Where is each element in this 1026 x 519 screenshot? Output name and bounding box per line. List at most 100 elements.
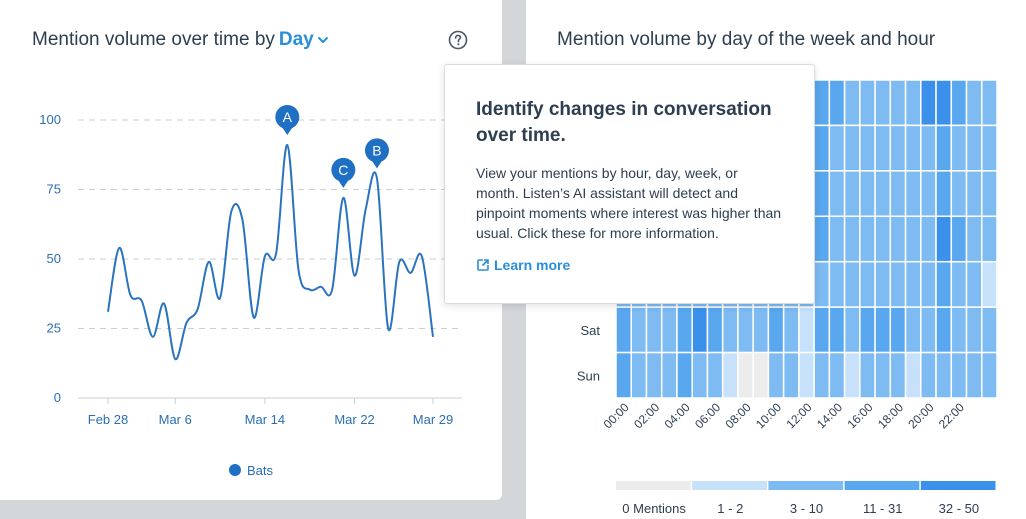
heatmap-cell <box>630 351 648 399</box>
heatmap-cell <box>721 351 739 399</box>
heatmap-cell <box>981 306 998 354</box>
heatmap-cell <box>813 79 831 127</box>
legend-swatch <box>844 481 920 490</box>
heatmap-cell <box>630 306 648 354</box>
heatmap-cell <box>645 351 663 399</box>
heatmap-cell <box>904 351 922 399</box>
heatmap-cell <box>874 124 892 172</box>
y-tick-label: 75 <box>47 182 61 197</box>
x-tick-label: Mar 22 <box>334 412 374 427</box>
heatmap-cell <box>828 124 846 172</box>
marker-label: A <box>283 109 293 125</box>
legend-swatch <box>692 481 767 490</box>
heatmap-cell <box>904 215 922 263</box>
anomaly-marker-c[interactable]: C <box>331 157 356 188</box>
popover-heading: Identify changes in conversation over ti… <box>476 99 772 146</box>
marker-label: C <box>338 162 348 178</box>
popover-body: View your mentions by hour, day, week, o… <box>476 165 782 241</box>
column-tick-label: 10:00 <box>753 400 784 431</box>
heatmap-cell <box>859 306 876 354</box>
row-label: Sat <box>580 323 600 338</box>
anomaly-marker-b[interactable]: B <box>364 138 389 169</box>
heatmap-cell <box>843 124 861 172</box>
heatmap-cell <box>859 170 876 218</box>
heatmap-title: Mention volume by day of the week and ho… <box>557 29 936 50</box>
heatmap-cell <box>935 260 953 308</box>
heatmap-cell <box>813 306 831 354</box>
heatmap-cell <box>660 351 678 399</box>
heatmap-cell <box>920 79 937 127</box>
x-tick-label: Mar 6 <box>159 412 192 427</box>
heatmap-cell <box>950 215 968 263</box>
heatmap-cell <box>874 215 892 263</box>
heatmap-cell <box>691 306 709 354</box>
heatmap-cell <box>904 306 922 354</box>
column-tick-label: 00:00 <box>601 400 632 431</box>
heatmap-cell <box>843 306 861 354</box>
heatmap-cell <box>920 170 937 218</box>
y-tick-label: 0 <box>54 390 61 405</box>
heatmap-cell <box>737 306 754 354</box>
heatmap-cell <box>904 260 922 308</box>
heatmap-cell <box>889 351 907 399</box>
heatmap-cell <box>935 215 953 263</box>
x-tick-label: Mar 29 <box>413 412 453 427</box>
external-link-icon <box>477 259 489 271</box>
legend-swatch <box>616 481 691 490</box>
heatmap-cell <box>904 79 922 127</box>
marker-circle <box>364 138 389 163</box>
learn-more-link[interactable]: Learn more <box>476 257 784 273</box>
heatmap-cell <box>935 306 953 354</box>
marker-label: B <box>372 142 381 158</box>
heatmap-cell <box>721 306 739 354</box>
heatmap-cell <box>813 124 831 172</box>
question-circle-icon[interactable] <box>448 30 468 50</box>
column-tick-label: 16:00 <box>844 400 875 431</box>
chart-title: Mention volume over time by Day <box>32 29 330 51</box>
legend-label: Bats <box>246 463 273 478</box>
heatmap-cell <box>828 260 846 308</box>
granularity-dropdown[interactable]: Day <box>279 29 330 50</box>
heatmap-cell <box>874 170 892 218</box>
heatmap-cell <box>813 215 831 263</box>
y-tick-label: 50 <box>47 251 61 266</box>
help-popover: Identify changes in conversation over ti… <box>444 64 815 304</box>
heatmap-cell <box>691 351 709 399</box>
column-tick-label: 02:00 <box>631 400 662 431</box>
heatmap-cell <box>889 124 907 172</box>
heatmap-cell <box>676 306 693 354</box>
heatmap-cell <box>828 170 846 218</box>
heatmap-cell <box>950 170 968 218</box>
heatmap-cell <box>859 260 876 308</box>
chart-title-text: Mention volume over time by <box>32 29 275 50</box>
column-tick-label: 18:00 <box>875 400 906 431</box>
legend-bin-label: 11 - 31 <box>863 501 903 516</box>
heatmap-cell <box>950 124 968 172</box>
heatmap-cell <box>904 170 922 218</box>
heatmap-cell <box>752 306 770 354</box>
heatmap-cell <box>782 306 800 354</box>
column-tick-label: 20:00 <box>905 400 936 431</box>
heatmap-cell <box>950 260 968 308</box>
x-tick-label: Mar 14 <box>245 412 285 427</box>
heatmap-cell <box>920 260 937 308</box>
heatmap-cell <box>981 215 998 263</box>
heatmap-cell <box>981 170 998 218</box>
anomaly-marker-a[interactable]: A <box>275 105 300 136</box>
heatmap-cell <box>828 306 846 354</box>
heatmap-cell <box>676 351 693 399</box>
heatmap-cell <box>828 351 846 399</box>
y-tick-label: 100 <box>39 112 61 127</box>
heatmap-cell <box>950 79 968 127</box>
heatmap-cell <box>965 351 983 399</box>
heatmap-cell <box>981 124 998 172</box>
heatmap-cell <box>889 170 907 218</box>
heatmap-cell <box>615 351 632 399</box>
heatmap-cell <box>828 215 846 263</box>
heatmap-cell <box>813 351 831 399</box>
heatmap-cell <box>828 79 846 127</box>
heatmap-cell <box>889 260 907 308</box>
heatmap-cell <box>965 215 983 263</box>
heatmap-cell <box>981 260 998 308</box>
heatmap-cell <box>859 215 876 263</box>
